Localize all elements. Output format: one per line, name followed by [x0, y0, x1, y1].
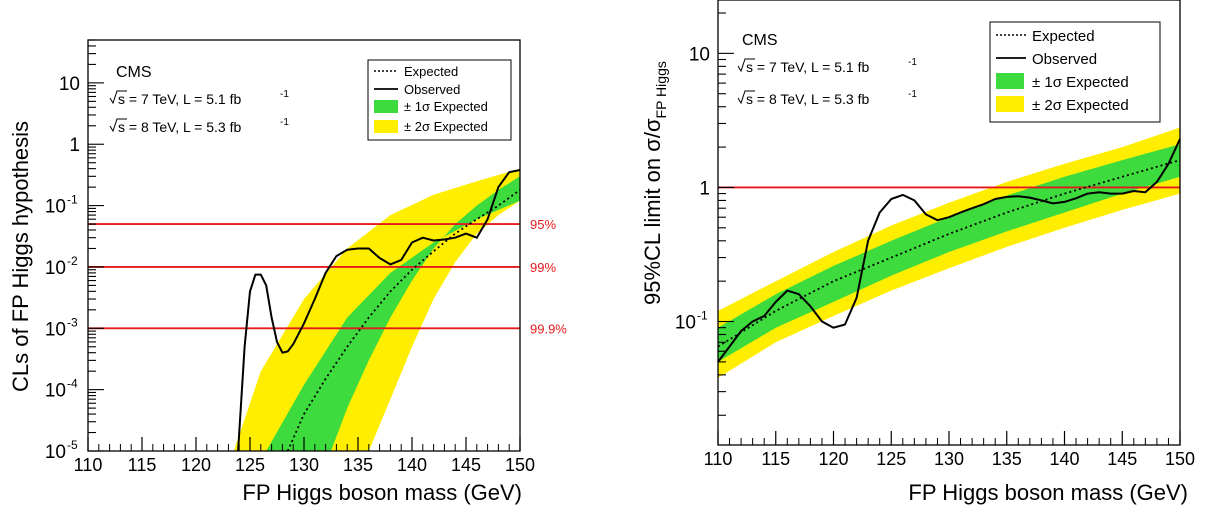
right-observed-curve [717, 138, 1181, 363]
right-y-axis-label: 95%CL limit on σ/σFP Higgs [640, 61, 669, 305]
left-lumi-line-1: s = 7 TeV, L = 5.1 fb -1 [109, 89, 289, 107]
left-x-tick-label: 135 [343, 455, 373, 475]
left-reference-labels: 95% 99% 99.9% [530, 217, 567, 336]
left-y-tick-label: 10 [45, 258, 66, 279]
right-x-ticks: 110 115 120 125 130 135 140 145 150 [704, 431, 1195, 469]
sqrt-symbol [109, 118, 127, 133]
left-curves [237, 169, 521, 452]
legend-2sigma-label: ± 2σ Expected [404, 119, 488, 134]
right-lumi-line-2-sup: -1 [908, 89, 917, 100]
left-cl-reference-label: 99% [530, 260, 556, 275]
left-y-tick-label: 10 [45, 381, 66, 402]
left-x-tick-label: 115 [128, 455, 157, 475]
left-legend: Expected Observed ± 1σ Expected ± 2σ Exp… [367, 59, 512, 141]
right-x-tick-label: 150 [1165, 449, 1195, 469]
left-y-tick-label: 1 [69, 135, 80, 156]
left-lumi-line-2-text: s = 8 TeV, L = 5.3 fb [118, 119, 241, 135]
right-cms-label: CMS [742, 32, 778, 49]
right-lumi-line-1-text: s = 7 TeV, L = 5.1 fb [746, 59, 869, 75]
left-y-tick-label: 10 [59, 74, 80, 95]
left-y-tick-exponent: -3 [67, 315, 78, 329]
left-y-axis-label: CLs of FP Higgs hypothesis [8, 121, 33, 392]
right-x-tick-label: 115 [761, 449, 790, 469]
right-x-tick-label: 125 [876, 449, 906, 469]
right-x-axis-label: FP Higgs boson mass (GeV) [908, 480, 1188, 505]
legend-1sigma-label: ± 1σ Expected [1032, 74, 1129, 91]
right-x-tick-label: 110 [704, 449, 733, 469]
right-x-tick-label: 145 [1107, 449, 1137, 469]
right-x-tick-label: 120 [818, 449, 848, 469]
legend-expected-label: Expected [1032, 28, 1095, 45]
right-x-tick-label: 140 [1049, 449, 1079, 469]
right-y-axis-label-sub: FP Higgs [653, 61, 669, 118]
right-y-tick-label: 10 [689, 44, 710, 65]
legend-1sigma-swatch [374, 100, 398, 113]
left-observed-curve [237, 169, 521, 452]
legend-1sigma-label: ± 1σ Expected [404, 99, 488, 114]
right-x-tick-label: 135 [992, 449, 1022, 469]
left-x-tick-label: 120 [181, 455, 211, 475]
right-expected-curve [717, 159, 1181, 348]
right-y-tick-label: 1 [699, 178, 710, 199]
right-lumi-line-2-text: s = 8 TeV, L = 5.3 fb [746, 91, 869, 107]
right-curves [717, 138, 1181, 363]
sqrt-symbol [737, 90, 755, 105]
right-legend: Expected Observed ± 1σ Expected ± 2σ Exp… [989, 21, 1161, 123]
left-x-tick-label: 140 [397, 455, 427, 475]
left-y-tick-exponent: -4 [67, 377, 78, 391]
left-cms-label: CMS [116, 64, 152, 81]
right-lumi-line-1-sup: -1 [908, 57, 917, 68]
left-lumi-line-2: s = 8 TeV, L = 5.3 fb -1 [109, 117, 289, 135]
legend-expected-label: Expected [404, 64, 458, 79]
left-y-tick-exponent: -1 [67, 193, 78, 207]
left-y-tick-exponent: -5 [67, 438, 78, 452]
left-y-tick-label: 10 [45, 319, 66, 340]
sqrt-symbol [737, 58, 755, 73]
left-cl-reference-label: 95% [530, 217, 556, 232]
left-y-tick-label: 10 [45, 442, 66, 463]
right-y-tick-exponent: -1 [697, 309, 708, 323]
sqrt-symbol [109, 90, 127, 105]
left-expected-curve [286, 189, 521, 452]
left-x-tick-label: 110 [74, 455, 103, 475]
left-x-tick-label: 145 [451, 455, 481, 475]
left-x-axis-label: FP Higgs boson mass (GeV) [242, 480, 522, 505]
left-chart: 110 115 120 125 130 135 140 145 150 10-510-410-3… [8, 39, 567, 505]
right-x-tick-label: 130 [934, 449, 964, 469]
left-x-tick-label: 125 [235, 455, 265, 475]
left-1sigma-band [266, 176, 520, 452]
legend-observed-label: Observed [404, 82, 460, 97]
legend-1sigma-swatch [996, 73, 1024, 89]
left-bands [233, 168, 521, 452]
right-bands [718, 127, 1180, 378]
left-lumi-line-2-sup: -1 [280, 117, 289, 128]
right-lumi-line-2: s = 8 TeV, L = 5.3 fb -1 [737, 89, 917, 107]
left-reference-lines [88, 223, 520, 330]
right-lumi-line-1: s = 7 TeV, L = 5.1 fb -1 [737, 57, 917, 75]
left-cl-reference-label: 99.9% [530, 321, 567, 336]
legend-2sigma-swatch [996, 96, 1024, 112]
left-y-tick-label: 10 [45, 197, 66, 218]
legend-observed-label: Observed [1032, 51, 1097, 68]
left-x-tick-label: 130 [289, 455, 319, 475]
left-x-tick-label: 150 [505, 455, 535, 475]
left-lumi-line-1-sup: -1 [280, 89, 289, 100]
legend-2sigma-swatch [374, 120, 398, 133]
left-x-ticks: 110 115 120 125 130 135 140 145 150 [74, 437, 535, 475]
right-y-tick-label: 10 [675, 313, 696, 334]
left-lumi-line-1-text: s = 7 TeV, L = 5.1 fb [118, 91, 241, 107]
left-y-tick-exponent: -2 [67, 254, 78, 268]
legend-2sigma-label: ± 2σ Expected [1032, 97, 1129, 114]
right-1sigma-band [718, 144, 1180, 362]
